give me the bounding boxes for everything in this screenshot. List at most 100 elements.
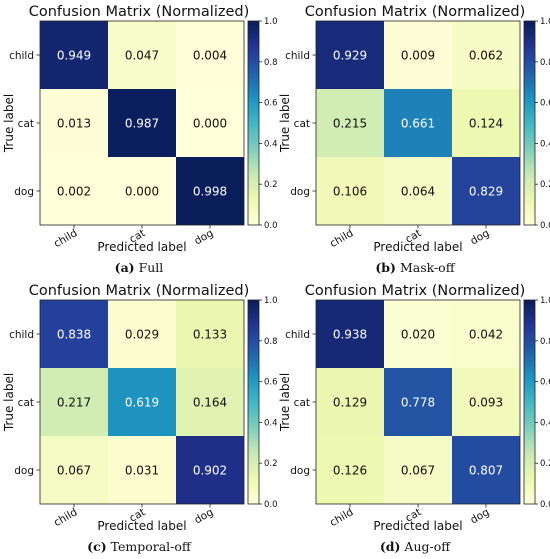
cell-value-label: 0.998 bbox=[193, 185, 227, 199]
heatmap-cell bbox=[316, 157, 384, 225]
heatmap-cell bbox=[452, 89, 520, 157]
x-tick-label: dog bbox=[468, 506, 491, 526]
colorbar-tick-label: 0.4 bbox=[264, 139, 278, 149]
caption-text: Aug-off bbox=[400, 539, 451, 554]
colorbar-tick-label: 0.0 bbox=[264, 500, 278, 510]
heatmap-cell bbox=[40, 157, 108, 225]
y-tick-label: dog bbox=[290, 465, 310, 477]
y-tick-label: cat bbox=[18, 397, 34, 409]
heatmap-cell bbox=[384, 21, 452, 89]
colorbar bbox=[247, 299, 260, 505]
colorbar-tick-label: 0.8 bbox=[264, 58, 278, 68]
cell-value-label: 0.829 bbox=[469, 185, 503, 199]
colorbar-tick-label: 0.2 bbox=[540, 180, 550, 190]
chart-title: Confusion Matrix (Normalized) bbox=[305, 4, 526, 20]
y-tick-label: cat bbox=[294, 118, 310, 130]
confusion-matrix-panel: Confusion Matrix (Normalized) 0.838 0.029 0… bbox=[2, 283, 278, 554]
caption-tag: (c) bbox=[87, 539, 106, 554]
y-tick-label: cat bbox=[18, 118, 34, 130]
confusion-matrix-panel: Confusion Matrix (Normalized) 0.929 0.009 0… bbox=[278, 4, 550, 275]
heatmap-cell bbox=[108, 157, 176, 225]
y-tick-label: cat bbox=[294, 397, 310, 409]
cell-value-label: 0.838 bbox=[57, 328, 91, 342]
cell-value-label: 0.807 bbox=[469, 464, 503, 478]
x-axis-label: Predicted label bbox=[97, 240, 186, 254]
colorbar-tick-label: 0.8 bbox=[540, 58, 550, 68]
cell-value-label: 0.938 bbox=[333, 328, 367, 342]
cell-value-label: 0.009 bbox=[401, 49, 435, 63]
heatmap-cell bbox=[108, 21, 176, 89]
caption-text: Mask-off bbox=[396, 260, 456, 275]
heatmap-cell bbox=[40, 300, 108, 368]
heatmap-cell bbox=[452, 300, 520, 368]
colorbar-tick-label: 0.8 bbox=[540, 337, 550, 347]
heatmap-cell bbox=[40, 89, 108, 157]
colorbar-tick-label: 1.0 bbox=[540, 296, 550, 306]
cell-value-label: 0.067 bbox=[401, 464, 435, 478]
cell-value-label: 0.042 bbox=[469, 328, 503, 342]
heatmap-cell bbox=[452, 157, 520, 225]
heatmap-cell bbox=[176, 436, 244, 504]
colorbar bbox=[523, 299, 536, 505]
x-tick-label: child bbox=[328, 227, 356, 250]
colorbar-tick-label: 0.2 bbox=[540, 459, 550, 469]
cell-value-label: 0.106 bbox=[333, 185, 367, 199]
y-tick-label: dog bbox=[290, 186, 310, 198]
cell-value-label: 0.217 bbox=[57, 396, 91, 410]
confusion-matrix-panel: Confusion Matrix (Normalized) 0.938 0.020 0… bbox=[278, 283, 550, 554]
cell-value-label: 0.164 bbox=[193, 396, 227, 410]
colorbar-tick-label: 0.6 bbox=[264, 378, 278, 388]
cell-value-label: 0.949 bbox=[57, 49, 91, 63]
colorbar-tick-label: 0.6 bbox=[540, 99, 550, 109]
cell-value-label: 0.929 bbox=[333, 49, 367, 63]
caption-text: Full bbox=[135, 260, 164, 275]
heatmap-cell bbox=[384, 89, 452, 157]
heatmap-cell bbox=[384, 300, 452, 368]
heatmap-cell bbox=[384, 368, 452, 436]
heatmap-cell bbox=[40, 368, 108, 436]
colorbar-tick-label: 1.0 bbox=[264, 296, 278, 306]
heatmap-cell bbox=[40, 436, 108, 504]
heatmap-cell bbox=[384, 436, 452, 504]
cell-value-label: 0.031 bbox=[125, 464, 159, 478]
cell-value-label: 0.047 bbox=[125, 49, 159, 63]
x-axis-label: Predicted label bbox=[373, 240, 462, 254]
heatmap-cell bbox=[176, 157, 244, 225]
x-tick-label: dog bbox=[192, 506, 215, 526]
y-tick-label: child bbox=[9, 50, 34, 62]
heatmap-cell bbox=[384, 157, 452, 225]
cell-value-label: 0.619 bbox=[125, 396, 159, 410]
cell-value-label: 0.002 bbox=[57, 185, 91, 199]
y-tick-label: child bbox=[285, 50, 310, 62]
x-axis-label: Predicted label bbox=[373, 519, 462, 533]
colorbar-tick-label: 1.0 bbox=[264, 17, 278, 27]
y-axis-label: True label bbox=[2, 373, 16, 432]
cell-value-label: 0.004 bbox=[193, 49, 227, 63]
caption-tag: (a) bbox=[115, 260, 135, 275]
cell-value-label: 0.062 bbox=[469, 49, 503, 63]
cell-value-label: 0.000 bbox=[125, 185, 159, 199]
heatmap-cell bbox=[176, 89, 244, 157]
chart-title: Confusion Matrix (Normalized) bbox=[305, 283, 526, 299]
colorbar-tick-label: 0.6 bbox=[264, 99, 278, 109]
heatmap-cell bbox=[452, 368, 520, 436]
y-tick-label: child bbox=[285, 329, 310, 341]
cell-value-label: 0.129 bbox=[333, 396, 367, 410]
x-tick-label: dog bbox=[192, 227, 215, 247]
cell-value-label: 0.064 bbox=[401, 185, 435, 199]
heatmap-cell bbox=[452, 436, 520, 504]
heatmap-cell bbox=[452, 21, 520, 89]
confusion-matrix-panel: Confusion Matrix (Normalized) 0.949 0.047 0… bbox=[2, 4, 278, 275]
heatmap-cell bbox=[316, 89, 384, 157]
subfigure-caption: (d) Aug-off bbox=[380, 539, 451, 554]
subfigure-caption: (a) Full bbox=[115, 260, 164, 275]
y-axis-label: True label bbox=[278, 373, 292, 432]
heatmap-cell bbox=[176, 21, 244, 89]
heatmap-cell bbox=[108, 300, 176, 368]
caption-tag: (b) bbox=[375, 260, 396, 275]
cell-value-label: 0.902 bbox=[193, 464, 227, 478]
subfigure-caption: (b) Mask-off bbox=[375, 260, 455, 275]
chart-title: Confusion Matrix (Normalized) bbox=[29, 283, 250, 299]
heatmap-cell bbox=[108, 89, 176, 157]
